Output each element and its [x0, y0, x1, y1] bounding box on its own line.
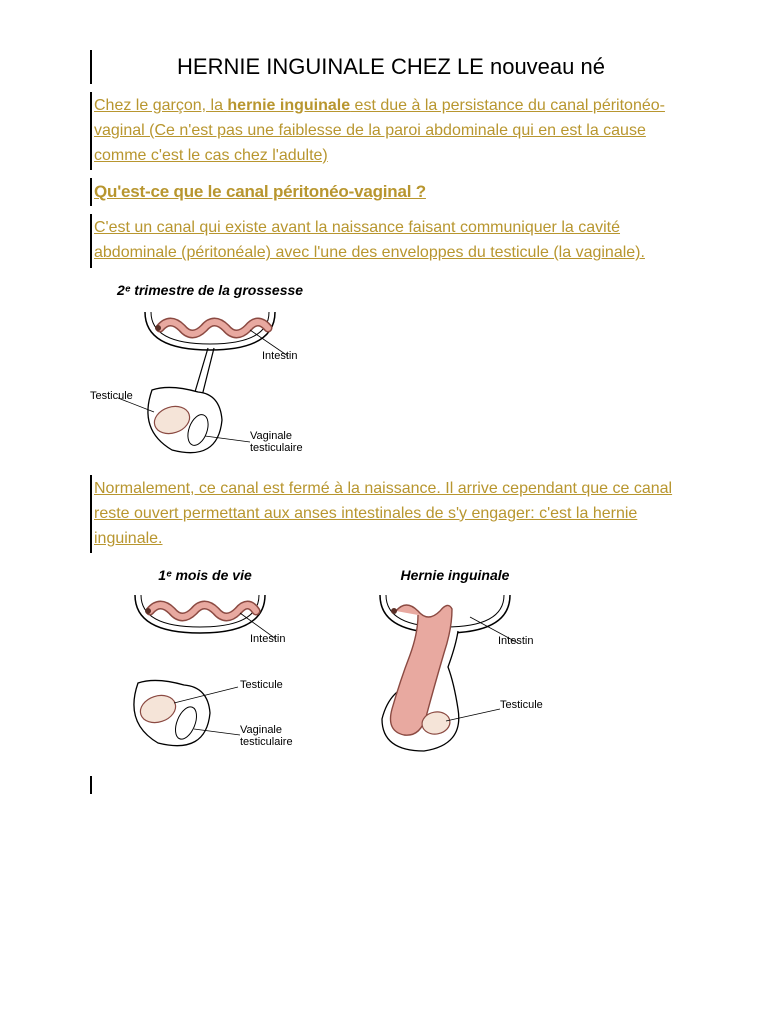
label-vaginale: Vaginale testiculaire	[250, 430, 320, 454]
explanation-text: Normalement, ce canal est fermé à la nai…	[94, 475, 688, 553]
definition-paragraph: C'est un canal qui existe avant la naiss…	[90, 214, 688, 268]
label-2a-testicule: Testicule	[240, 679, 283, 691]
intro-pre: Chez le garçon, la	[94, 97, 227, 114]
diagram-hernia: Hernie inguinale Intestin Testicule	[340, 567, 570, 762]
diagram-2b-title: Hernie inguinale	[340, 567, 570, 583]
label-2a-intestin: Intestin	[250, 633, 285, 645]
label-2b-testicule: Testicule	[500, 699, 543, 711]
label-testicule: Testicule	[90, 390, 133, 402]
heading-block: Qu'est-ce que le canal péritonéo-vaginal…	[90, 178, 688, 206]
diagram-2-block: 1ᵉ mois de vie Intestin Testicule Vagina…	[90, 561, 688, 770]
title-block: HERNIE INGUINALE CHEZ LE nouveau né	[90, 50, 688, 84]
end-bar	[90, 776, 688, 794]
diagram-1-block: 2ᵉ trimestre de la grossesse	[90, 276, 688, 475]
label-2b-intestin: Intestin	[498, 635, 533, 647]
page-title: HERNIE INGUINALE CHEZ LE nouveau né	[94, 50, 688, 84]
intro-bold: hernie inguinale	[227, 97, 350, 114]
explanation-paragraph: Normalement, ce canal est fermé à la nai…	[90, 475, 688, 553]
label-intestin: Intestin	[262, 350, 297, 362]
section-heading: Qu'est-ce que le canal péritonéo-vaginal…	[94, 178, 688, 206]
diagram-1-title: 2ᵉ trimestre de la grossesse	[90, 282, 330, 298]
label-2a-vaginale: Vaginale testiculaire	[240, 724, 310, 748]
intro-text: Chez le garçon, la hernie inguinale est …	[94, 92, 688, 170]
diagram-2a-title: 1ᵉ mois de vie	[90, 567, 320, 583]
diagram-first-month: 1ᵉ mois de vie Intestin Testicule Vagina…	[90, 567, 320, 762]
diagram-2b-svg	[340, 587, 570, 757]
diagram-trimester: 2ᵉ trimestre de la grossesse	[90, 282, 330, 467]
document-page: HERNIE INGUINALE CHEZ LE nouveau né Chez…	[0, 0, 768, 834]
definition-text: C'est un canal qui existe avant la naiss…	[94, 214, 688, 268]
intro-paragraph: Chez le garçon, la hernie inguinale est …	[90, 92, 688, 170]
